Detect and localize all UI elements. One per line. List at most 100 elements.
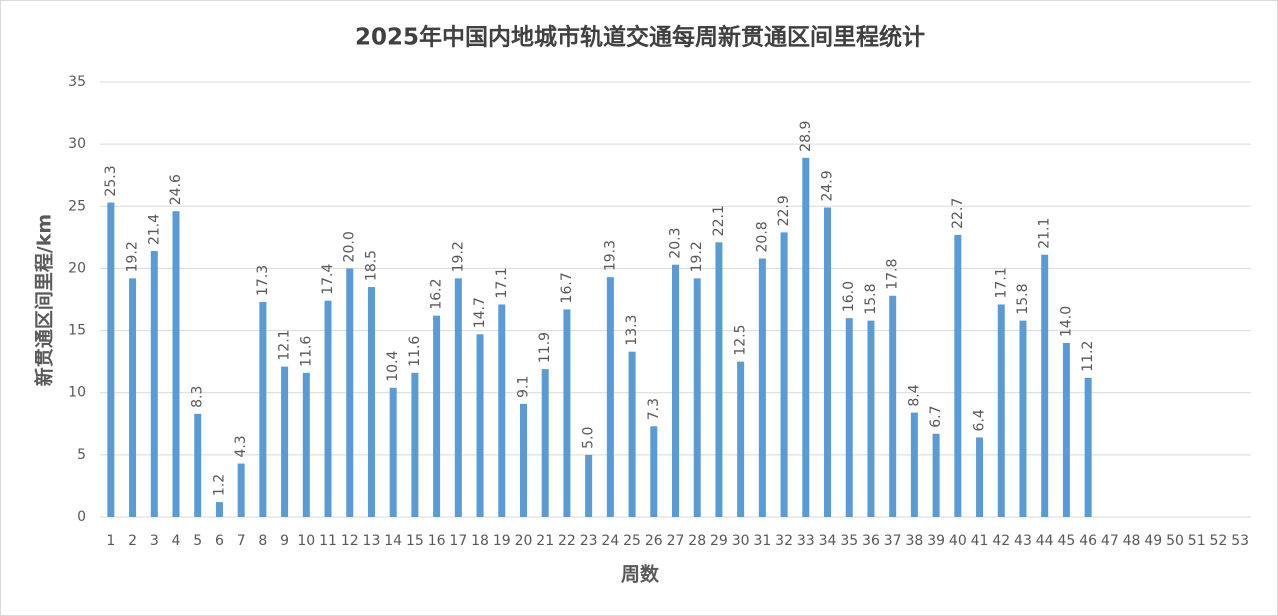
x-tick-label: 21 <box>536 533 554 549</box>
x-tick-label: 41 <box>971 533 989 549</box>
bar <box>281 366 289 517</box>
x-tick-label: 23 <box>580 533 598 549</box>
x-tick-label: 4 <box>172 533 181 549</box>
x-tick-label: 46 <box>1079 533 1097 549</box>
x-tick-label: 48 <box>1123 533 1141 549</box>
bar <box>976 437 984 517</box>
value-label: 21.4 <box>146 214 162 245</box>
value-label: 14.0 <box>1058 306 1074 337</box>
x-tick-label: 18 <box>471 533 489 549</box>
value-label: 7.3 <box>646 398 662 420</box>
value-label: 14.7 <box>472 297 488 328</box>
bar <box>259 301 267 517</box>
y-tick-label: 30 <box>68 136 86 152</box>
x-tick-label: 47 <box>1101 533 1119 549</box>
bar <box>367 287 375 517</box>
bar <box>215 502 223 517</box>
bar <box>389 387 397 517</box>
y-tick-label: 0 <box>77 509 86 525</box>
value-label: 11.6 <box>298 336 314 367</box>
x-tick-label: 20 <box>515 533 533 549</box>
x-tick-label: 44 <box>1036 533 1054 549</box>
bar <box>172 211 180 517</box>
x-tick-label: 11 <box>319 533 337 549</box>
value-label: 19.3 <box>602 240 618 271</box>
x-tick-label: 14 <box>384 533 402 549</box>
bar <box>889 295 897 517</box>
value-label: 20.8 <box>754 221 770 252</box>
bar <box>628 351 636 517</box>
bar <box>737 361 745 517</box>
value-label: 11.6 <box>407 336 423 367</box>
value-label: 22.7 <box>950 198 966 229</box>
bar <box>1041 254 1049 517</box>
x-tick-label: 2 <box>128 533 137 549</box>
bar <box>715 242 723 518</box>
value-label: 24.9 <box>820 170 836 201</box>
bar <box>194 413 202 517</box>
x-tick-label: 38 <box>905 533 923 549</box>
bar <box>910 412 918 517</box>
x-tick-label: 42 <box>992 533 1010 549</box>
value-label: 15.8 <box>1015 283 1031 314</box>
value-label: 16.0 <box>841 281 857 312</box>
value-label: 22.9 <box>776 195 792 226</box>
bar <box>1019 320 1027 517</box>
bar <box>585 454 593 517</box>
x-tick-label: 31 <box>753 533 771 549</box>
x-tick-label: 8 <box>258 533 267 549</box>
value-label: 9.1 <box>515 376 531 398</box>
x-tick-label: 24 <box>601 533 619 549</box>
bar <box>541 369 549 517</box>
x-tick-label: 50 <box>1166 533 1184 549</box>
y-tick-label: 20 <box>68 260 86 276</box>
value-label: 17.1 <box>494 267 510 298</box>
value-label: 12.1 <box>277 329 293 360</box>
bar <box>1062 343 1070 517</box>
value-label: 17.1 <box>993 267 1009 298</box>
bar <box>824 207 832 517</box>
x-tick-label: 25 <box>623 533 641 549</box>
value-label: 21.1 <box>1037 218 1053 249</box>
value-label: 18.5 <box>363 250 379 281</box>
bar <box>150 251 158 517</box>
x-tick-label: 30 <box>732 533 750 549</box>
value-label: 16.7 <box>559 272 575 303</box>
x-tick-label: 19 <box>493 533 511 549</box>
value-label: 5.0 <box>581 427 597 449</box>
x-tick-label: 7 <box>237 533 246 549</box>
x-tick-label: 43 <box>1014 533 1032 549</box>
value-label: 13.3 <box>624 315 640 346</box>
x-tick-label: 51 <box>1188 533 1206 549</box>
y-tick-label: 5 <box>77 447 86 463</box>
value-label: 8.3 <box>190 386 206 408</box>
x-tick-label: 27 <box>667 533 685 549</box>
value-label: 19.2 <box>125 241 141 272</box>
value-label: 15.8 <box>863 283 879 314</box>
value-label: 11.2 <box>1080 341 1096 372</box>
value-label: 1.2 <box>211 474 227 496</box>
y-tick-label: 35 <box>68 74 86 90</box>
x-tick-label: 53 <box>1231 533 1249 549</box>
bar <box>433 315 441 517</box>
bar <box>519 403 527 517</box>
y-tick-label: 15 <box>68 323 86 339</box>
x-tick-label: 33 <box>797 533 815 549</box>
bar <box>411 372 419 517</box>
bar <box>498 304 506 517</box>
x-tick-label: 3 <box>150 533 159 549</box>
x-axis-label: 周数 <box>621 563 660 586</box>
x-tick-label: 9 <box>280 533 289 549</box>
x-tick-label: 35 <box>840 533 858 549</box>
bar <box>107 202 115 518</box>
value-label: 11.9 <box>537 332 553 363</box>
x-tick-label: 16 <box>428 533 446 549</box>
value-label: 4.3 <box>233 435 249 457</box>
x-tick-label: 37 <box>884 533 902 549</box>
x-tick-label: 6 <box>215 533 224 549</box>
bar <box>650 426 658 517</box>
x-tick-label: 10 <box>297 533 315 549</box>
bar <box>932 433 940 517</box>
x-tick-label: 5 <box>193 533 202 549</box>
